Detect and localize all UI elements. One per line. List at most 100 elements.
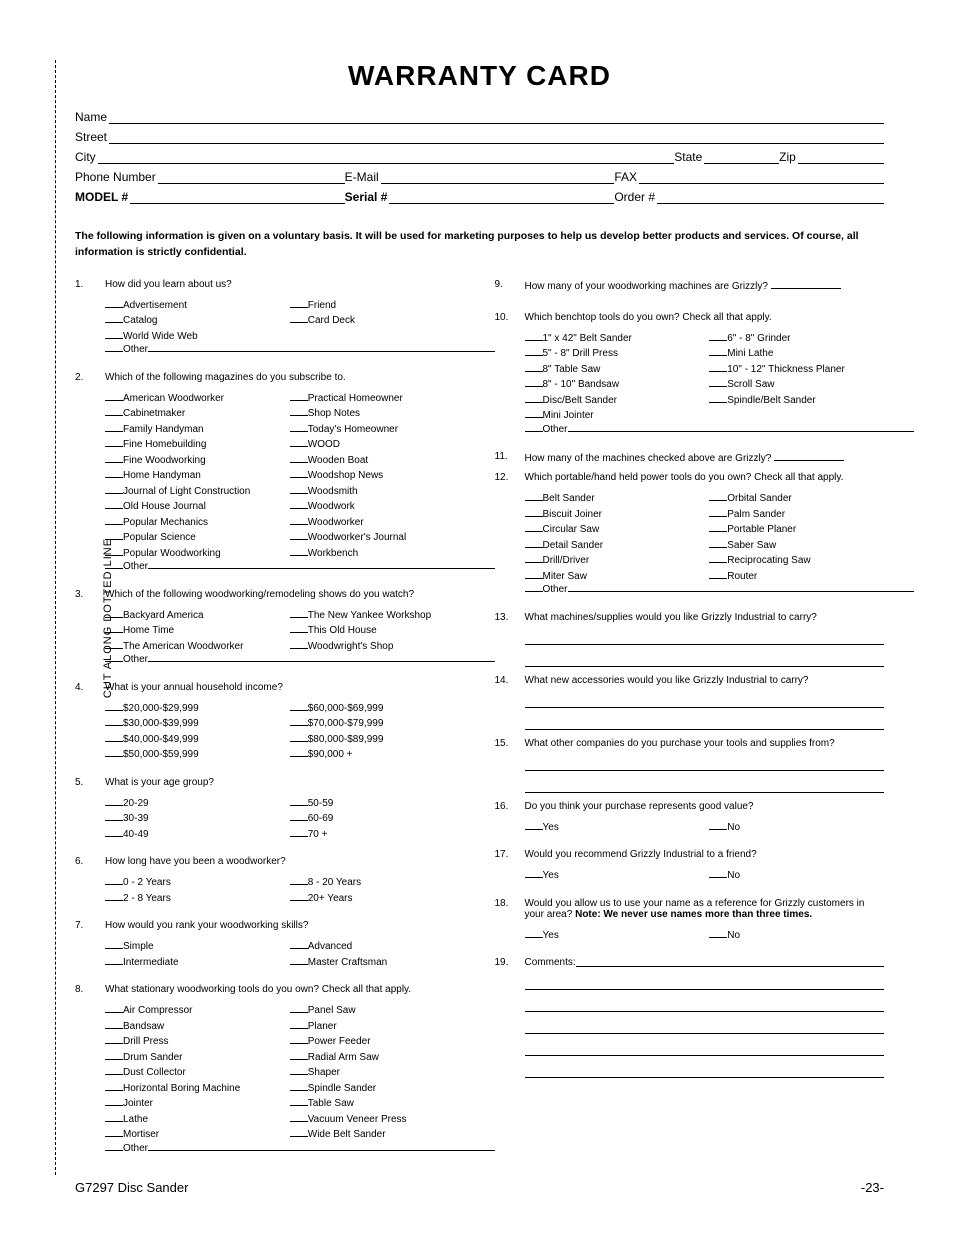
option[interactable]: No: [709, 820, 884, 836]
option[interactable]: $60,000-$69,999: [290, 701, 465, 717]
option[interactable]: $70,000-$79,999: [290, 716, 465, 732]
q19-line2[interactable]: [525, 998, 885, 1012]
option[interactable]: Cabinetmaker: [105, 406, 280, 422]
input-order[interactable]: [657, 190, 884, 204]
option[interactable]: Wooden Boat: [290, 453, 465, 469]
option[interactable]: Popular Mechanics: [105, 515, 280, 531]
input-state[interactable]: [704, 150, 779, 164]
option[interactable]: Portable Planer: [709, 522, 884, 538]
option[interactable]: Simple: [105, 939, 280, 955]
option[interactable]: Bandsaw: [105, 1019, 280, 1035]
option[interactable]: Yes: [525, 928, 700, 944]
q13-line2[interactable]: [525, 653, 885, 667]
option[interactable]: 10" - 12" Thickness Planer: [709, 362, 884, 378]
option[interactable]: Table Saw: [290, 1096, 465, 1112]
input-city[interactable]: [98, 150, 675, 164]
option[interactable]: 1" x 42" Belt Sander: [525, 331, 700, 347]
option[interactable]: Yes: [525, 868, 700, 884]
option[interactable]: $80,000-$89,999: [290, 732, 465, 748]
option[interactable]: Family Handyman: [105, 422, 280, 438]
option[interactable]: Drill/Driver: [525, 553, 700, 569]
option[interactable]: Biscuit Joiner: [525, 507, 700, 523]
option[interactable]: Friend: [290, 298, 465, 314]
option[interactable]: Home Handyman: [105, 468, 280, 484]
option[interactable]: Horizontal Boring Machine: [105, 1081, 280, 1097]
option[interactable]: Intermediate: [105, 955, 280, 971]
option[interactable]: $30,000-$39,999: [105, 716, 280, 732]
input-email[interactable]: [381, 170, 615, 184]
option[interactable]: Fine Woodworking: [105, 453, 280, 469]
option-other[interactable]: Other: [105, 1141, 495, 1157]
option[interactable]: Saber Saw: [709, 538, 884, 554]
option[interactable]: 40-49: [105, 827, 280, 843]
option[interactable]: Scroll Saw: [709, 377, 884, 393]
option[interactable]: Spindle Sander: [290, 1081, 465, 1097]
option[interactable]: Woodworker: [290, 515, 465, 531]
q19-line0[interactable]: [576, 957, 884, 967]
option[interactable]: $20,000-$29,999: [105, 701, 280, 717]
option[interactable]: Backyard America: [105, 608, 280, 624]
option[interactable]: Jointer: [105, 1096, 280, 1112]
option[interactable]: Practical Homeowner: [290, 391, 465, 407]
option-other[interactable]: Other: [105, 342, 495, 358]
option[interactable]: $90,000 +: [290, 747, 465, 763]
input-street[interactable]: [109, 130, 884, 144]
input-serial[interactable]: [389, 190, 614, 204]
option[interactable]: Dust Collector: [105, 1065, 280, 1081]
option[interactable]: 8 - 20 Years: [290, 875, 465, 891]
option[interactable]: Planer: [290, 1019, 465, 1035]
option[interactable]: Orbital Sander: [709, 491, 884, 507]
q15-line2[interactable]: [525, 779, 885, 793]
option[interactable]: Air Compressor: [105, 1003, 280, 1019]
option[interactable]: Circular Saw: [525, 522, 700, 538]
q19-line3[interactable]: [525, 1020, 885, 1034]
option[interactable]: Disc/Belt Sander: [525, 393, 700, 409]
option[interactable]: 8" Table Saw: [525, 362, 700, 378]
option[interactable]: Spindle/Belt Sander: [709, 393, 884, 409]
option-other[interactable]: Other: [525, 422, 915, 438]
option[interactable]: Woodshop News: [290, 468, 465, 484]
option[interactable]: The New Yankee Workshop: [290, 608, 465, 624]
option[interactable]: Shop Notes: [290, 406, 465, 422]
option[interactable]: Woodsmith: [290, 484, 465, 500]
input-fax[interactable]: [639, 170, 884, 184]
option[interactable]: Woodworker's Journal: [290, 530, 465, 546]
option[interactable]: Drum Sander: [105, 1050, 280, 1066]
option[interactable]: Home Time: [105, 623, 280, 639]
option[interactable]: Old House Journal: [105, 499, 280, 515]
option[interactable]: 30-39: [105, 811, 280, 827]
option[interactable]: $40,000-$49,999: [105, 732, 280, 748]
option[interactable]: 6" - 8" Grinder: [709, 331, 884, 347]
option[interactable]: Detail Sander: [525, 538, 700, 554]
option[interactable]: Radial Arm Saw: [290, 1050, 465, 1066]
q14-line1[interactable]: [525, 694, 885, 708]
option-other[interactable]: Other: [105, 559, 495, 575]
option[interactable]: Popular Science: [105, 530, 280, 546]
option[interactable]: Yes: [525, 820, 700, 836]
option[interactable]: 70 +: [290, 827, 465, 843]
option[interactable]: No: [709, 868, 884, 884]
option[interactable]: Vacuum Veneer Press: [290, 1112, 465, 1128]
q19-line5[interactable]: [525, 1064, 885, 1078]
option[interactable]: Belt Sander: [525, 491, 700, 507]
option[interactable]: Today's Homeowner: [290, 422, 465, 438]
input-zip[interactable]: [798, 150, 884, 164]
option[interactable]: No: [709, 928, 884, 944]
option[interactable]: WOOD: [290, 437, 465, 453]
option[interactable]: Power Feeder: [290, 1034, 465, 1050]
option[interactable]: Journal of Light Construction: [105, 484, 280, 500]
q19-line4[interactable]: [525, 1042, 885, 1056]
option[interactable]: Fine Homebuilding: [105, 437, 280, 453]
option[interactable]: 0 - 2 Years: [105, 875, 280, 891]
q14-line2[interactable]: [525, 716, 885, 730]
option[interactable]: 20-29: [105, 796, 280, 812]
input-phone[interactable]: [158, 170, 345, 184]
q9-input[interactable]: [771, 279, 841, 289]
option[interactable]: Mini Lathe: [709, 346, 884, 362]
option[interactable]: Woodwork: [290, 499, 465, 515]
q15-line1[interactable]: [525, 757, 885, 771]
option[interactable]: $50,000-$59,999: [105, 747, 280, 763]
option-other[interactable]: Other: [105, 652, 495, 668]
option[interactable]: Shaper: [290, 1065, 465, 1081]
option[interactable]: Card Deck: [290, 313, 465, 329]
